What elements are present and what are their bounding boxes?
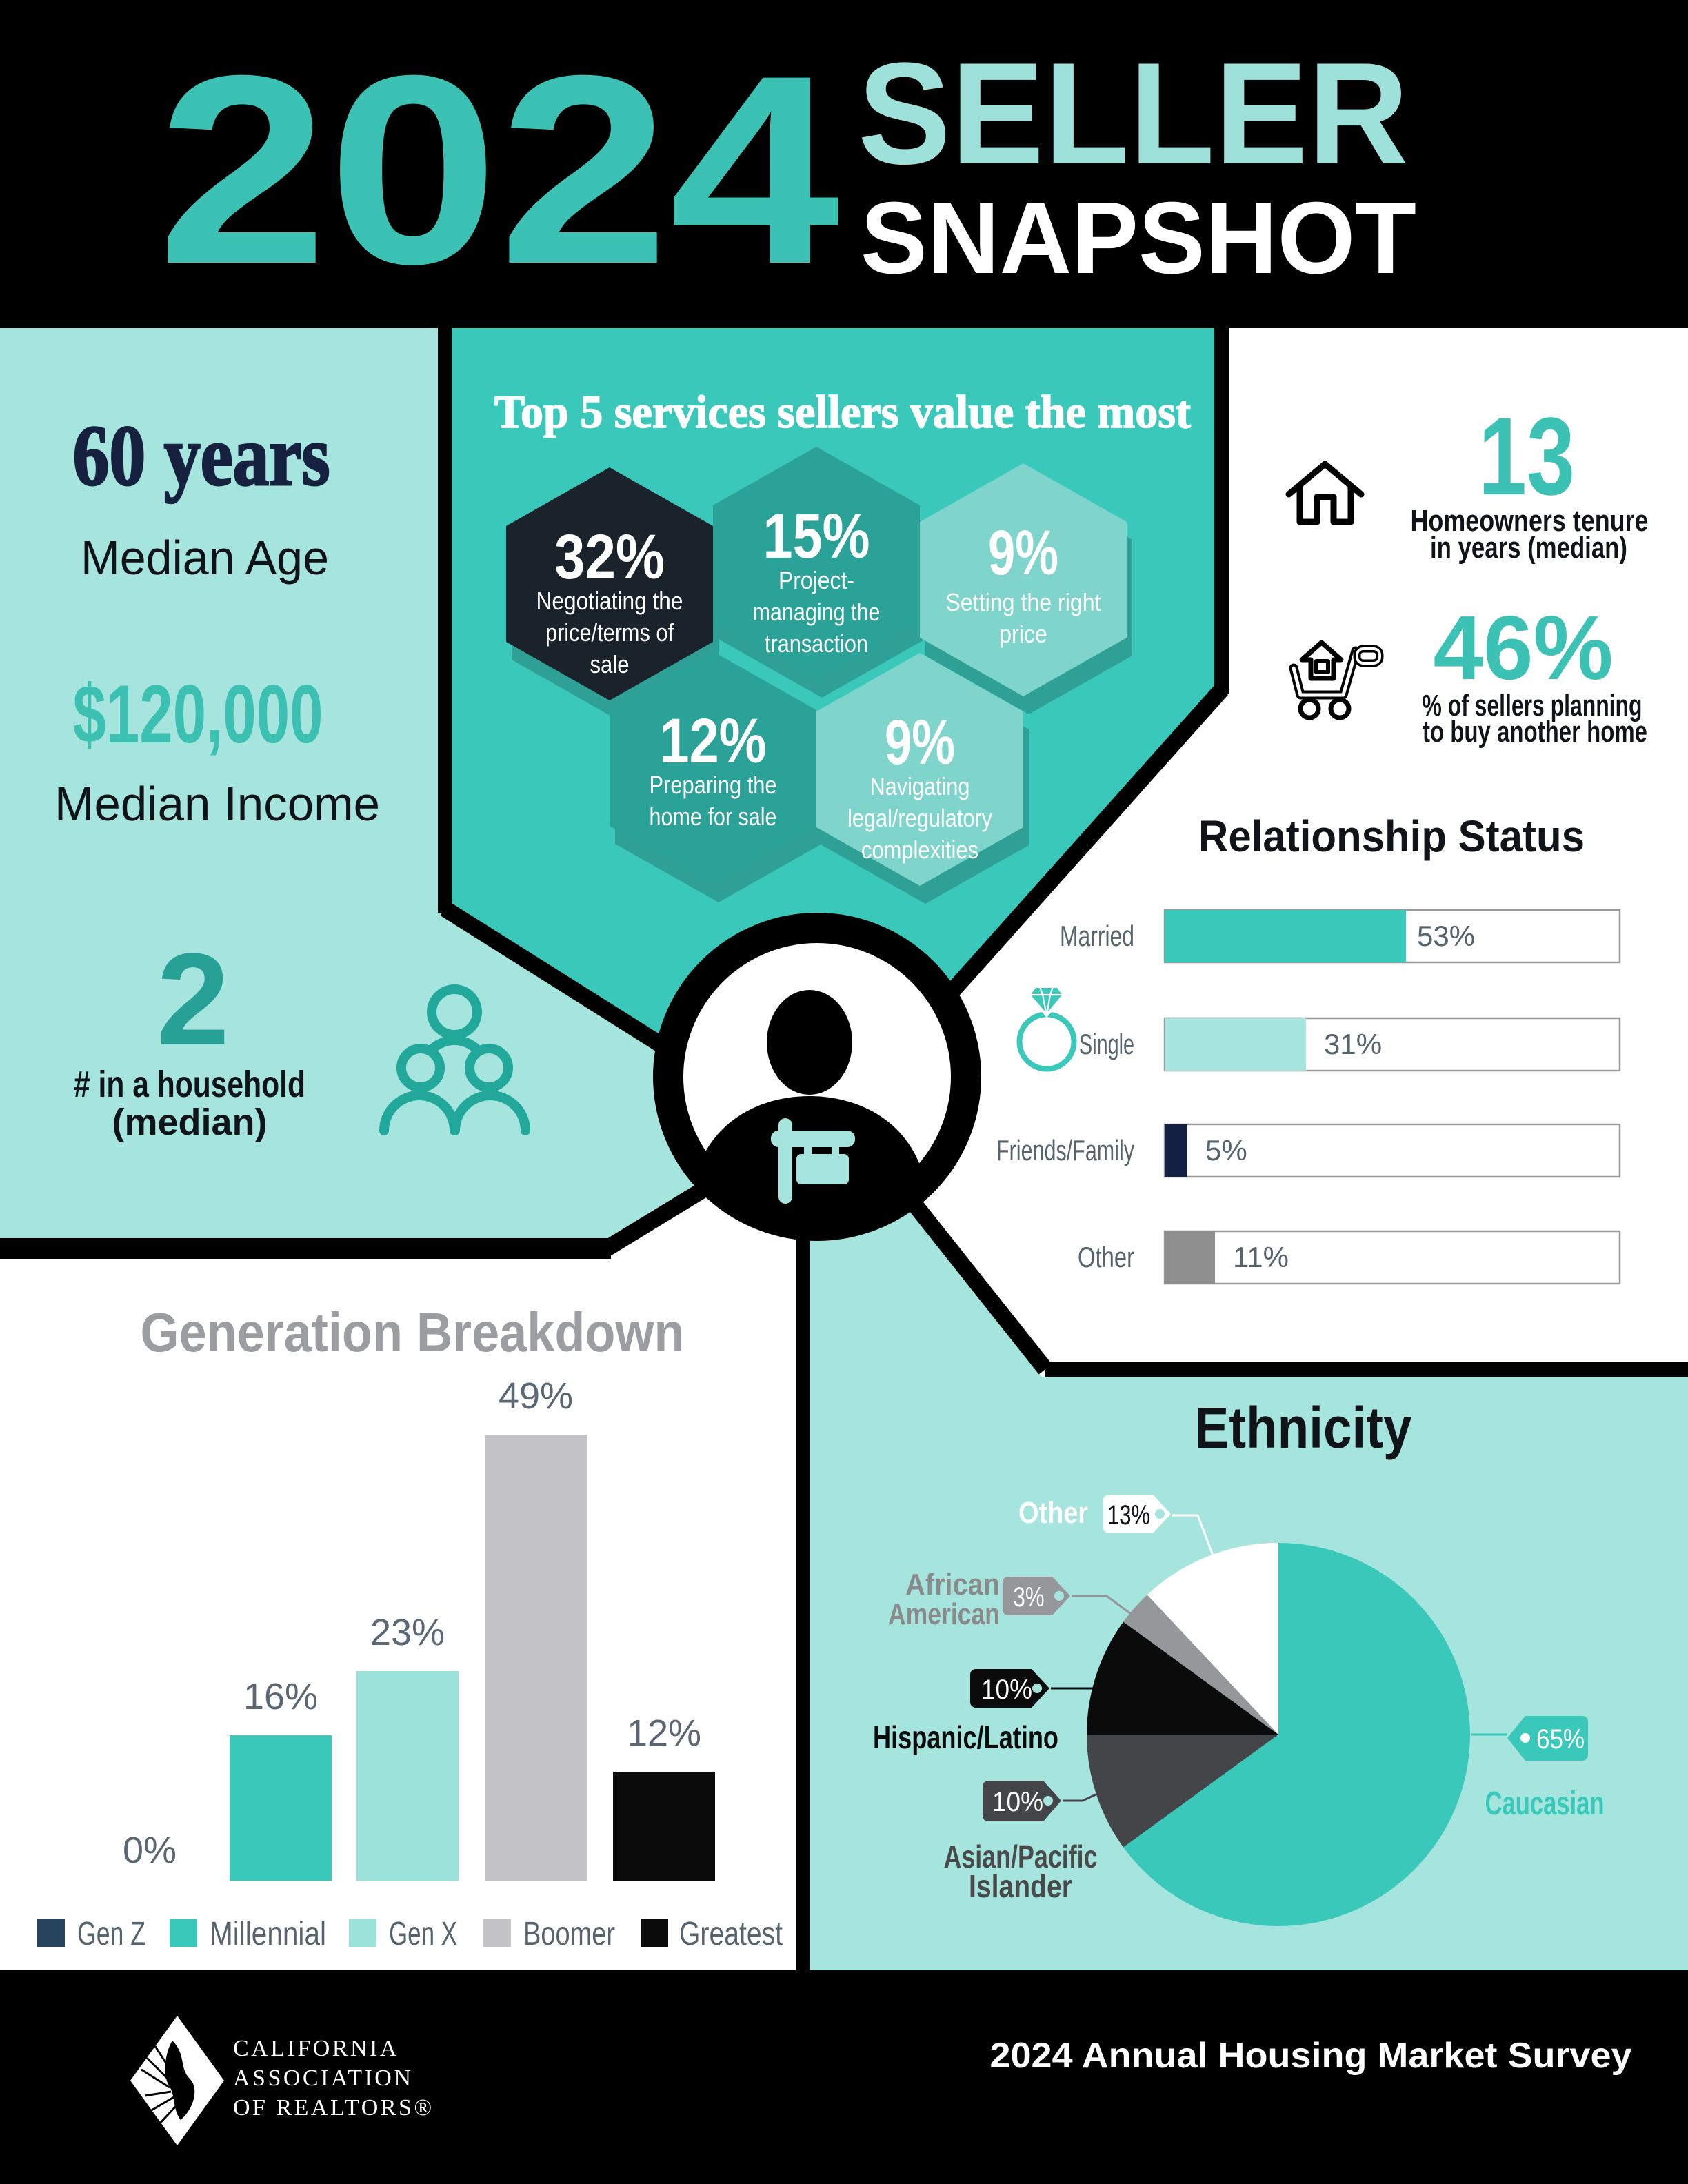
svg-text:% of sellers planning: % of sellers planning [1423, 689, 1642, 722]
svg-text:Boomer: Boomer [523, 1916, 615, 1952]
svg-text:Other: Other [1018, 1496, 1088, 1530]
svg-text:32%: 32% [554, 522, 665, 592]
svg-text:legal/regulatory: legal/regulatory [847, 804, 992, 832]
svg-text:Asian/Pacific: Asian/Pacific [944, 1839, 1098, 1874]
svg-text:2024: 2024 [157, 19, 842, 320]
svg-text:Millennial: Millennial [210, 1916, 326, 1952]
svg-text:Generation Breakdown: Generation Breakdown [141, 1302, 685, 1363]
svg-text:Caucasian: Caucasian [1485, 1786, 1605, 1822]
svg-text:53%: 53% [1417, 920, 1475, 952]
svg-text:Relationship Status: Relationship Status [1198, 811, 1585, 861]
svg-text:CALIFORNIA: CALIFORNIA [233, 2036, 399, 2061]
svg-text:10%: 10% [981, 1675, 1032, 1705]
svg-text:13: 13 [1478, 394, 1575, 518]
svg-text:Gen X: Gen X [389, 1916, 457, 1952]
svg-text:Homeowners tenure: Homeowners tenure [1411, 504, 1649, 538]
svg-text:23%: 23% [370, 1612, 445, 1653]
svg-text:in years (median): in years (median) [1430, 531, 1627, 565]
svg-text:46%: 46% [1434, 597, 1614, 698]
svg-text:0%: 0% [123, 1830, 177, 1871]
svg-text:Hispanic/Latino: Hispanic/Latino [873, 1719, 1058, 1755]
svg-text:12%: 12% [660, 706, 767, 776]
svg-text:Median Income: Median Income [54, 777, 380, 831]
svg-text:to buy another home: to buy another home [1423, 715, 1647, 749]
svg-text:Islander: Islander [969, 1868, 1072, 1904]
svg-text:Gen Z: Gen Z [77, 1916, 145, 1952]
svg-text:$120,000: $120,000 [73, 668, 323, 760]
svg-text:sale: sale [590, 650, 630, 678]
svg-text:Top 5 services sellers value t: Top 5 services sellers value the most [494, 385, 1191, 438]
svg-text:2: 2 [157, 927, 230, 1073]
svg-text:49%: 49% [499, 1375, 573, 1417]
svg-text:Median Age: Median Age [81, 531, 329, 585]
svg-text:price/terms of: price/terms of [545, 618, 674, 647]
svg-text:ASSOCIATION: ASSOCIATION [233, 2065, 413, 2091]
svg-text:Greatest: Greatest [679, 1916, 783, 1952]
svg-text:Married: Married [1060, 920, 1134, 952]
svg-text:15%: 15% [763, 501, 870, 572]
svg-text:(median): (median) [112, 1102, 267, 1143]
svg-text:31%: 31% [1324, 1028, 1382, 1060]
svg-text:African: African [905, 1568, 1000, 1601]
svg-text:13%: 13% [1107, 1500, 1150, 1530]
svg-text:5%: 5% [1205, 1134, 1247, 1166]
svg-text:price: price [999, 620, 1047, 648]
svg-text:Ethnicity: Ethnicity [1195, 1395, 1412, 1460]
svg-text:2024 Annual Housing Market Sur: 2024 Annual Housing Market Survey [990, 2036, 1632, 2076]
svg-text:transaction: transaction [765, 629, 868, 658]
svg-text:16%: 16% [243, 1676, 318, 1717]
svg-text:Navigating: Navigating [870, 772, 970, 800]
svg-text:60 years: 60 years [73, 409, 330, 504]
svg-text:managing the: managing the [753, 598, 881, 626]
svg-text:SNAPSHOT: SNAPSHOT [861, 181, 1416, 295]
svg-text:Setting the right: Setting the right [946, 588, 1101, 616]
svg-text:10%: 10% [992, 1787, 1043, 1817]
svg-text:12%: 12% [627, 1712, 701, 1754]
svg-text:Other: Other [1078, 1241, 1134, 1273]
svg-text:complexities: complexities [861, 836, 978, 864]
svg-text:Negotiating the: Negotiating the [536, 587, 683, 615]
svg-text:# in a household: # in a household [74, 1064, 305, 1105]
svg-text:9%: 9% [885, 707, 955, 778]
svg-text:Single: Single [1079, 1028, 1134, 1060]
svg-text:American: American [888, 1597, 1000, 1631]
svg-text:65%: 65% [1536, 1724, 1585, 1755]
svg-text:Friends/Family: Friends/Family [996, 1134, 1134, 1166]
svg-text:3%: 3% [1014, 1582, 1045, 1612]
svg-text:Project-: Project- [778, 566, 854, 594]
svg-text:9%: 9% [988, 518, 1058, 588]
svg-text:home for sale: home for sale [650, 802, 777, 831]
svg-text:11%: 11% [1233, 1241, 1289, 1273]
svg-text:OF REALTORS®: OF REALTORS® [233, 2095, 434, 2121]
svg-text:SELLER: SELLER [858, 32, 1409, 194]
svg-text:Preparing the: Preparing the [650, 771, 777, 799]
